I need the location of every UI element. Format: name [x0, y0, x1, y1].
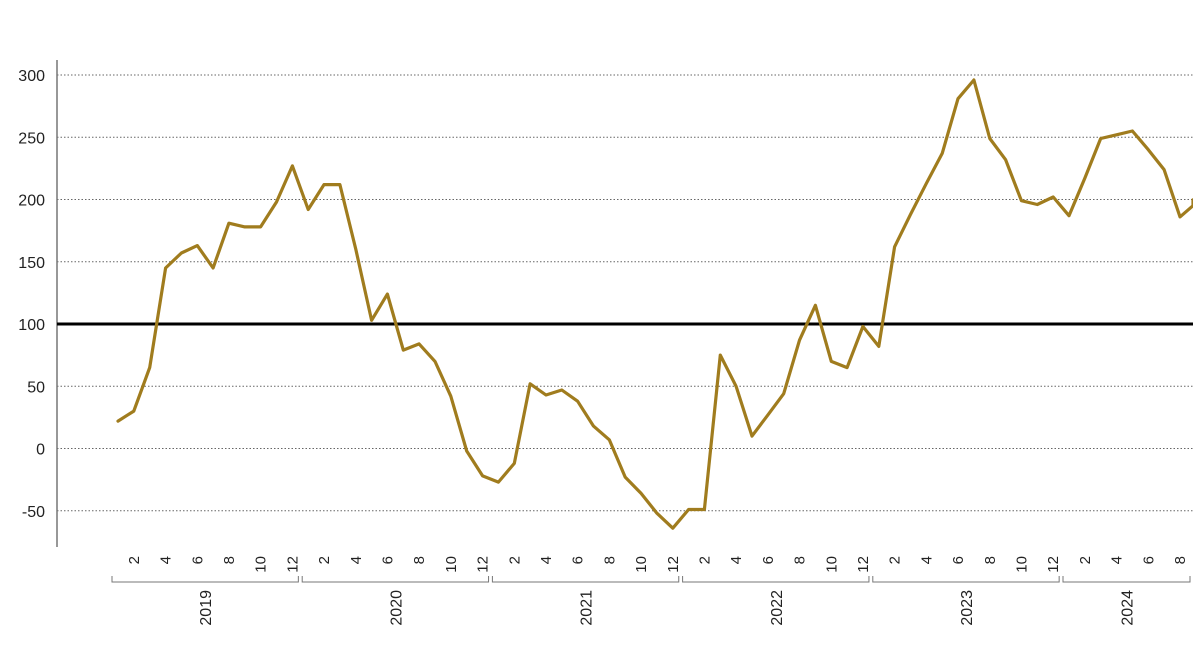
y-tick-label: 100 [18, 317, 45, 334]
x-tick-label: 4 [918, 556, 935, 564]
x-tick-label: 10 [1013, 556, 1030, 573]
year-bracket [1062, 576, 1191, 583]
x-tick-label: 6 [1140, 556, 1157, 564]
x-tick-label: 6 [950, 556, 967, 564]
year-labels: 2019 2020 2021 2022 2023 2024 [111, 576, 1191, 626]
series-line [116, 78, 1193, 530]
x-tick-label: 8 [792, 556, 809, 564]
y-tick-label: 200 [18, 193, 45, 210]
x-tick-label: 4 [158, 556, 175, 564]
y-tick-label: 250 [18, 130, 45, 147]
year-label: 2023 [959, 590, 976, 626]
gridlines [57, 74, 1193, 512]
x-tick-label: 2 [887, 556, 904, 564]
x-tick-label: 8 [1172, 556, 1189, 564]
x-tick-label: 4 [1109, 556, 1126, 564]
x-tick-label: 8 [601, 556, 618, 564]
y-tick-label: 50 [27, 379, 45, 396]
year-bracket [301, 576, 490, 583]
x-tick-label: 6 [379, 556, 396, 564]
x-tick-label: 12 [1045, 556, 1062, 573]
x-tick-labels: 2 4 6 8 10 12 2 4 6 8 10 12 2 4 6 8 10 12 2 4 6 8 10 12 2 4 6 8 10 12… [126, 556, 1189, 573]
x-tick-label: 2 [1077, 556, 1094, 564]
x-tick-label: 10 [633, 556, 650, 573]
year-label: 2019 [198, 590, 215, 626]
x-tick-label: 12 [665, 556, 682, 573]
y-tick-label: -50 [22, 504, 45, 521]
year-label: 2024 [1120, 590, 1137, 626]
x-tick-label: 8 [411, 556, 428, 564]
x-tick-label: 4 [538, 556, 555, 564]
year-label: 2021 [579, 590, 596, 626]
x-tick-label: 12 [284, 556, 301, 573]
x-tick-label: 4 [348, 556, 365, 564]
x-tick-label: 2 [316, 556, 333, 564]
x-tick-label: 10 [443, 556, 460, 573]
x-tick-label: 6 [570, 556, 587, 564]
x-tick-label: 12 [855, 556, 872, 573]
x-tick-label: 8 [982, 556, 999, 564]
y-tick-labels: -50 0 50 100 150 200 250 300 [18, 68, 45, 521]
x-tick-label: 6 [189, 556, 206, 564]
y-tick-label: 150 [18, 255, 45, 272]
y-tick-label: 0 [36, 442, 45, 459]
year-bracket [872, 576, 1060, 583]
x-tick-label: 10 [253, 556, 270, 573]
x-tick-label: 4 [728, 556, 745, 564]
x-tick-label: 2 [696, 556, 713, 564]
year-bracket [682, 576, 870, 583]
y-tick-label: 300 [18, 68, 45, 85]
year-bracket [491, 576, 680, 583]
x-tick-label: 12 [475, 556, 492, 573]
year-bracket [111, 576, 299, 583]
x-tick-label: 6 [760, 556, 777, 564]
year-label: 2020 [388, 590, 405, 626]
x-tick-label: 10 [823, 556, 840, 573]
x-tick-label: 2 [126, 556, 143, 564]
x-tick-label: 8 [221, 556, 238, 564]
x-tick-label: 2 [506, 556, 523, 564]
year-label: 2022 [769, 590, 786, 626]
